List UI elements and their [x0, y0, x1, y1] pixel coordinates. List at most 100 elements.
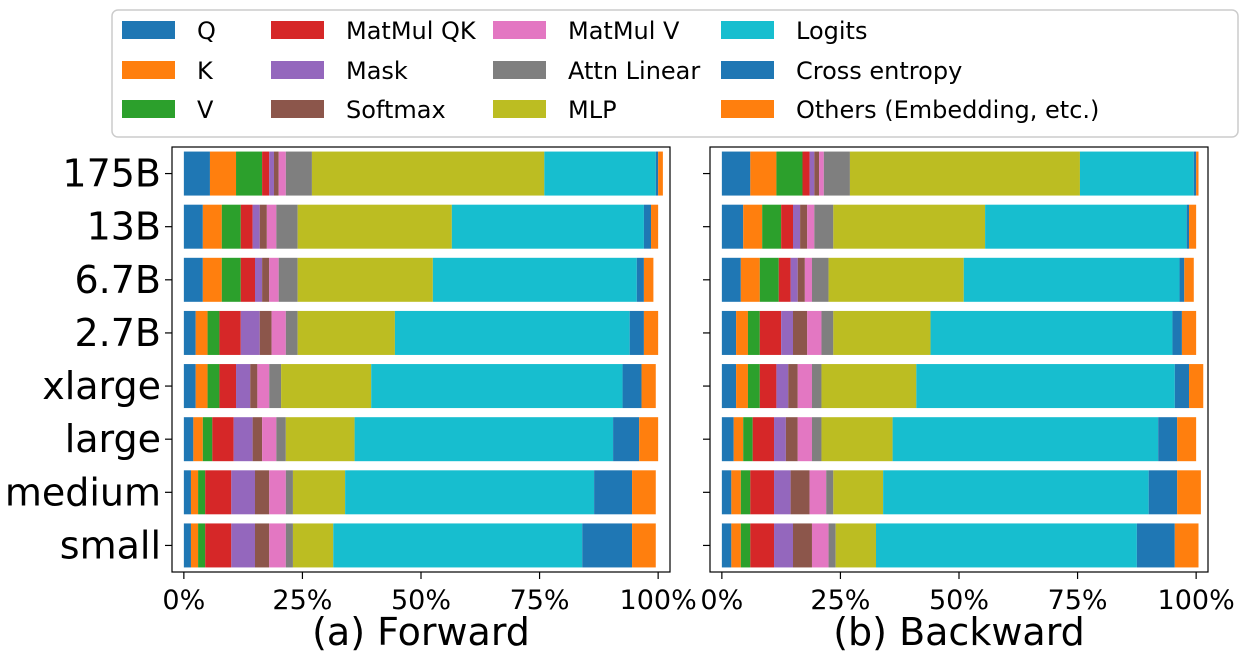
bar-6-7b-logits [963, 257, 1180, 302]
x-tick-label: 0% [700, 585, 743, 616]
bar-medium-softmax [255, 470, 270, 515]
bar-175b-mlp [849, 151, 1080, 196]
bar-large-matmul-qk [752, 417, 775, 462]
bar-13b-matmul-v [807, 204, 815, 249]
bar-13b-mask [252, 204, 260, 249]
bar-large-q [721, 417, 734, 462]
bar-13b-v [221, 204, 241, 249]
bar-xlarge-logits [371, 364, 623, 409]
bar-6-7b-attn-linear [278, 257, 298, 302]
category-label-13b: 13B [87, 205, 161, 249]
legend-swatch [122, 21, 175, 39]
bar-small-k [190, 523, 199, 568]
bar-small-q [183, 523, 191, 568]
bar-175b-v [776, 151, 803, 196]
category-label-small: small [60, 523, 161, 567]
bar-small-matmul-qk [205, 523, 232, 568]
legend-frame [111, 9, 1239, 138]
bar-xlarge-softmax [250, 364, 258, 409]
bar-medium-matmul-qk [750, 470, 775, 515]
bar-large-matmul-v [797, 417, 812, 462]
bar-small-v [740, 523, 751, 568]
bar-175b-cross-entropy [655, 151, 659, 196]
bar-xlarge-cross-entropy [1174, 364, 1190, 409]
bar-xlarge-mlp [821, 364, 917, 409]
bar-6-7b-cross-entropy [1179, 257, 1185, 302]
bar-13b-mlp [833, 204, 986, 249]
bar-2-7b-matmul-qk [219, 310, 241, 355]
bar-2-7b-k [736, 310, 748, 355]
bar-13b-matmul-qk [781, 204, 793, 249]
bar-small-cross-entropy [582, 523, 633, 568]
bar-medium-softmax [790, 470, 810, 515]
legend: QKV MatMul QK Mask Softmax MatMul V Attn Line… [111, 9, 1239, 138]
bar-small-attn-linear [285, 523, 293, 568]
bar-xlarge-v [207, 364, 220, 409]
bar-6-7b-matmul-qk [240, 257, 255, 302]
bar-175b-mlp [311, 151, 545, 196]
bar-medium-cross-entropy [1148, 470, 1178, 515]
bar-large-softmax [252, 417, 263, 462]
bar-6-7b-q [721, 257, 741, 302]
legend-swatch [721, 61, 774, 79]
bar-small-others-embedding-etc [1174, 523, 1199, 568]
bar-13b-q [183, 204, 203, 249]
bar-large-mlp [285, 417, 355, 462]
x-tick-label: 50% [391, 585, 451, 616]
bar-xlarge-mlp [281, 364, 372, 409]
legend-swatch [122, 100, 175, 118]
panel-title: (a) Forward [312, 610, 530, 654]
legend-label: MLP [568, 96, 617, 124]
bar-2-7b-attn-linear [285, 310, 298, 355]
bar-6-7b-others-embedding-etc [643, 257, 654, 302]
bar-6-7b-q [183, 257, 203, 302]
legend-item-mask: Mask [271, 57, 408, 85]
bar-175b-matmul-qk [262, 151, 270, 196]
bar-13b-softmax [800, 204, 808, 249]
legend-item-others-embedding-etc: Others (Embedding, etc.) [721, 96, 1099, 124]
legend-swatch [122, 61, 175, 79]
bar-13b-v [762, 204, 782, 249]
bar-xlarge-matmul-v [257, 364, 270, 409]
category-label-175b: 175B [62, 152, 161, 196]
bar-2-7b-mlp [297, 310, 395, 355]
legend-swatch [721, 21, 774, 39]
bar-large-mask [774, 417, 786, 462]
bar-medium-logits [345, 470, 595, 515]
bar-medium-matmul-qk [205, 470, 232, 515]
bar-13b-cross-entropy [643, 204, 652, 249]
bar-small-mask [774, 523, 793, 568]
bar-175b-q [721, 151, 751, 196]
legend-swatch [493, 21, 546, 39]
bar-175b-matmul-v [819, 151, 824, 196]
bar-6-7b-mask [790, 257, 798, 302]
x-tick-label: 50% [929, 585, 989, 616]
bar-175b-others-embedding-etc [1196, 151, 1199, 196]
x-tick-label: 75% [510, 585, 570, 616]
bar-large-logits [892, 417, 1159, 462]
bar-2-7b-softmax [793, 310, 808, 355]
legend-item-matmul-qk: MatMul QK [271, 17, 477, 45]
bar-175b-k [209, 151, 237, 196]
bar-2-7b-logits [394, 310, 630, 355]
bar-medium-attn-linear [285, 470, 293, 515]
bar-small-logits [876, 523, 1137, 568]
bar-xlarge-attn-linear [269, 364, 282, 409]
bar-medium-mlp [833, 470, 884, 515]
bar-large-logits [354, 417, 614, 462]
bar-large-k [733, 417, 744, 462]
bar-175b-q [183, 151, 210, 196]
bar-2-7b-mask [781, 310, 793, 355]
bar-large-mlp [821, 417, 893, 462]
bar-13b-attn-linear [814, 204, 834, 249]
legend-swatch [493, 61, 546, 79]
bar-medium-others-embedding-etc [632, 470, 656, 515]
legend-label: MatMul QK [346, 17, 477, 45]
bar-175b-softmax [273, 151, 279, 196]
bar-175b-logits [1079, 151, 1194, 196]
bar-xlarge-others-embedding-etc [1189, 364, 1204, 409]
legend-item-matmul-v: MatMul V [493, 17, 680, 45]
bar-xlarge-matmul-qk [219, 364, 237, 409]
